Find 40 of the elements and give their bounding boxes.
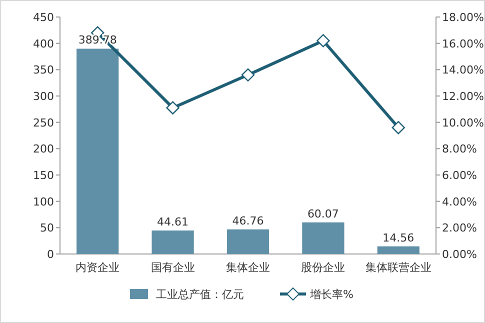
y2-tick-label: 10.00% [442,116,484,130]
y2-tick-label: 16.00% [442,37,484,50]
y2-tick-label: 2.00% [442,222,477,235]
y2-tick-label: 14.00% [442,64,484,77]
bar [377,246,420,254]
point [316,34,330,48]
y2-tick-label: 4.00% [442,195,477,208]
y2-tick-label: 18.00% [442,11,484,24]
y2-tick-label: 0.00% [442,248,477,261]
data-label: 14.56 [382,231,414,244]
bar [152,230,194,254]
legend-label: 工业总产值：亿元 [156,288,244,301]
point [241,68,255,82]
data-label: 60.07 [307,207,339,220]
point [392,121,405,134]
y2-tick-label: 12.00% [442,90,484,103]
bar [302,222,344,254]
y-tick-label: 400 [33,37,54,50]
bar [76,48,119,254]
x-tick-label: 国有企业 [150,261,195,274]
y-tick-label: 50 [40,222,54,235]
legend-label: 增长率% [309,288,354,301]
point [166,101,180,114]
data-label: 44.61 [157,216,189,229]
data-label: 46.76 [232,214,264,228]
x-tick-label: 内资企业 [76,261,120,274]
y-tick-label: 200 [33,142,54,156]
x-tick-label: 集体联营企业 [365,261,432,274]
y-tick-label: 300 [33,90,54,103]
bar [226,229,270,254]
y-tick-label: 100 [33,195,54,208]
y2-tick-label: 6.00% [442,169,477,182]
y2-tick-label: 8.00% [442,142,477,156]
x-tick-label: 股份企业 [301,261,346,274]
y-tick-label: 250 [33,116,54,130]
y-tick-label: 350 [33,64,54,77]
x-tick-label: 集体企业 [226,261,270,274]
y-tick-label: 150 [33,169,54,182]
y-tick-label: 0 [47,248,54,261]
y-tick-label: 450 [33,11,54,24]
